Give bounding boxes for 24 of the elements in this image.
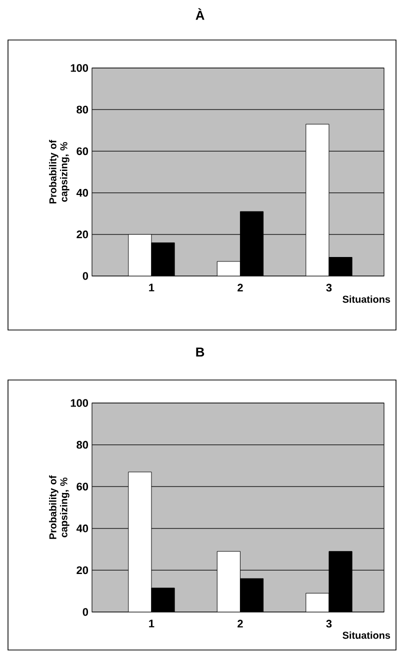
y-tick-label: 80	[76, 440, 88, 449]
y-tick-label: 0	[82, 608, 88, 616]
y-axis-title: Probability of capsizing, %	[49, 140, 70, 204]
x-axis-title: Situations	[342, 632, 390, 639]
y-tick-label: 100	[70, 399, 88, 407]
x-tick-label: 2	[238, 620, 243, 628]
y-tick-label: 80	[76, 106, 88, 114]
y-tick-label: 0	[82, 272, 88, 280]
y-tick-label: 40	[76, 524, 88, 532]
chart-title: B	[196, 348, 204, 356]
x-tick-label: 1	[149, 284, 154, 292]
y-tick-label: 100	[70, 64, 88, 72]
y-tick-label: 60	[76, 482, 88, 490]
y-axis-title: Probability of capsizing, %	[49, 475, 70, 539]
x-tick-label: 3	[326, 620, 332, 628]
x-axis-title: Situations	[342, 296, 390, 303]
x-tick-label: 1	[149, 620, 154, 628]
y-tick-label: 20	[76, 566, 88, 574]
y-tick-label: 60	[76, 147, 88, 156]
y-tick-label: 20	[76, 230, 88, 238]
chart-title: À	[196, 8, 204, 20]
y-tick-label: 40	[76, 188, 88, 197]
x-tick-label: 2	[238, 284, 243, 292]
x-tick-label: 3	[326, 284, 332, 292]
